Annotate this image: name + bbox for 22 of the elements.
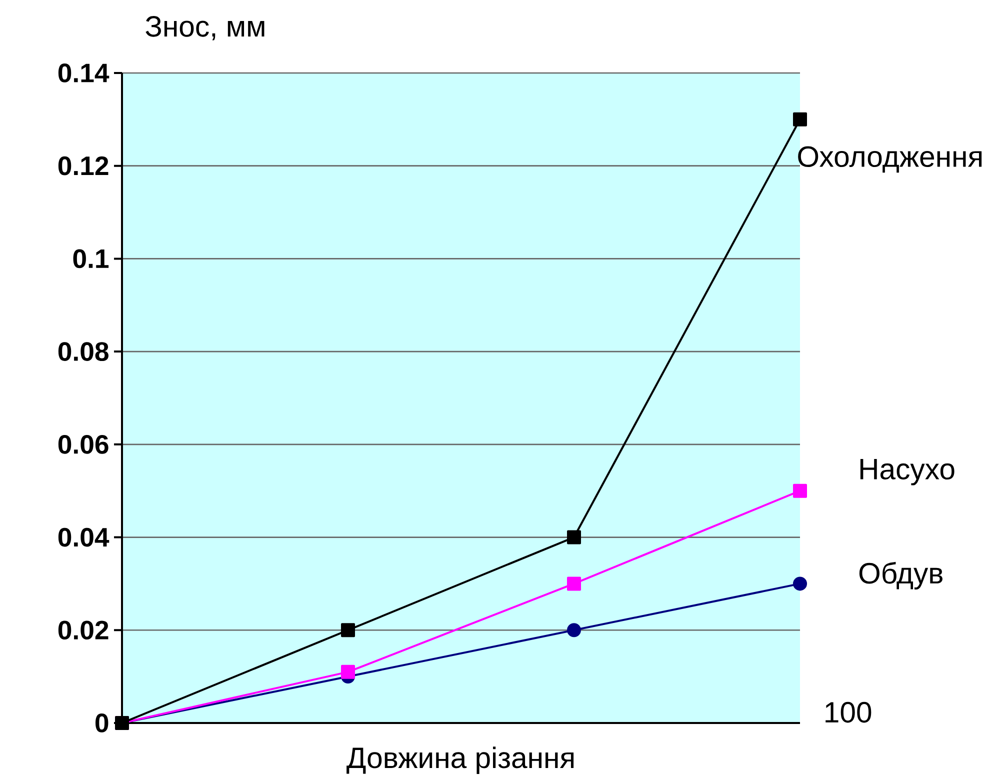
point xyxy=(567,623,582,638)
y-tick-label: 0.08 xyxy=(58,342,108,361)
point xyxy=(567,576,582,591)
series-label: Охолодження xyxy=(798,146,982,173)
y-tick-label: 0 xyxy=(96,714,108,732)
x-tick-label: 100 xyxy=(826,702,872,723)
y-tick-label: 0.04 xyxy=(58,528,110,547)
y-tick-label: 0.12 xyxy=(58,156,108,176)
point xyxy=(793,112,807,126)
point xyxy=(341,664,356,679)
point xyxy=(793,576,807,591)
y-tick-label: 0.14 xyxy=(58,64,110,82)
y-tick-label: 0.1 xyxy=(73,249,109,268)
point xyxy=(567,530,582,544)
series-label: Обдув xyxy=(859,562,942,590)
x-axis-title: Довжина різання xyxy=(346,746,574,774)
y-tick-label: 0.02 xyxy=(58,620,108,640)
series-label: Насухо xyxy=(860,459,954,486)
point xyxy=(793,484,807,498)
point xyxy=(341,623,356,638)
y-tick-label: 0.06 xyxy=(58,434,108,454)
y-axis-title: Знос, мм xyxy=(146,16,264,40)
